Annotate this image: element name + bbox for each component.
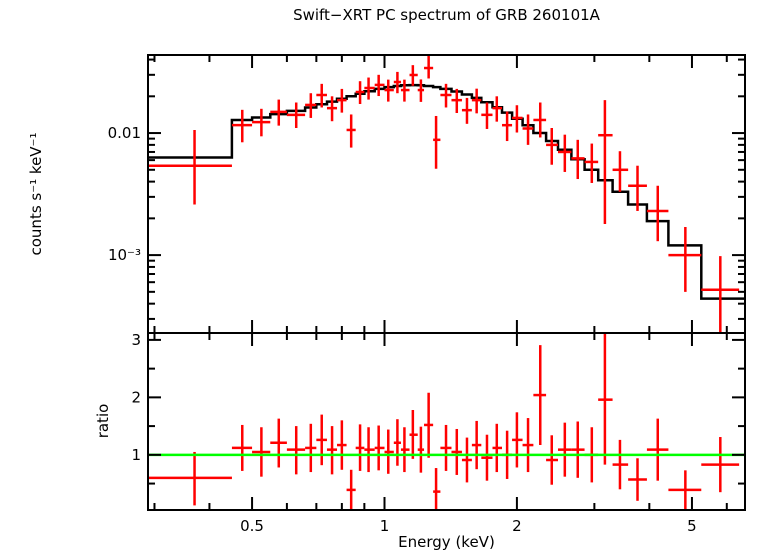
ratio-panel-frame (147, 332, 746, 511)
x-tick-label: 2 (512, 517, 522, 535)
x-axis-label: Energy (keV) (398, 533, 495, 551)
y-tick-label: 10⁻³ (108, 246, 141, 264)
y-tick-label: 2 (131, 388, 141, 406)
x-tick-label: 1 (380, 517, 390, 535)
y-tick-label: 1 (131, 446, 141, 464)
x-tick-label: 0.5 (240, 517, 264, 535)
ratio-data-points (148, 333, 740, 510)
spectrum-data-points (148, 55, 740, 333)
plot-title: Swift−XRT PC spectrum of GRB 260101A (293, 6, 600, 24)
y-tick-label: 3 (131, 331, 141, 349)
y-tick-label: 0.01 (108, 124, 141, 142)
x-tick-label: 5 (687, 517, 697, 535)
model-step-line (148, 83, 745, 300)
